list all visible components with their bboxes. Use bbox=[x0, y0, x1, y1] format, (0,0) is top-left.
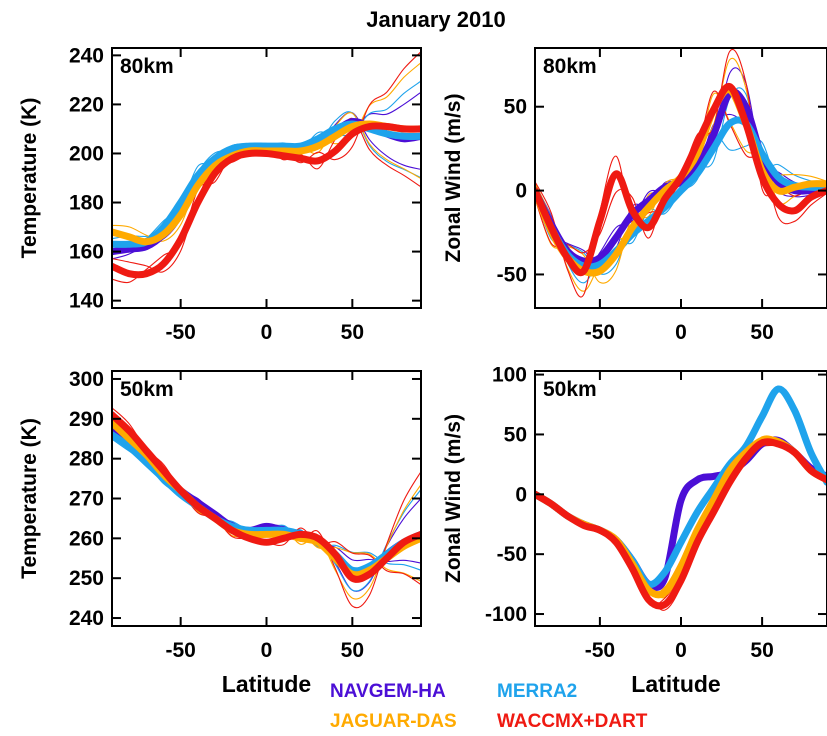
series-merra2-mean bbox=[112, 431, 421, 575]
series-merra2-mean bbox=[535, 385, 827, 588]
y-tick-label: 290 bbox=[69, 408, 104, 431]
x-tick-label: 50 bbox=[750, 639, 773, 662]
series-jaguar-das-mean bbox=[112, 419, 421, 579]
legend-entry-jaguar-das: JAGUAR-DAS bbox=[330, 711, 457, 732]
y-tick-label: 50 bbox=[504, 96, 527, 119]
y-tick-label: 200 bbox=[69, 142, 104, 165]
x-axis-label: Latitude bbox=[631, 671, 720, 697]
y-tick-label: 140 bbox=[69, 290, 104, 313]
plot-frame bbox=[111, 370, 422, 627]
y-tick-label: -100 bbox=[485, 603, 527, 626]
x-tick-label: 0 bbox=[261, 639, 273, 662]
panel-altitude-label: 80km bbox=[543, 55, 597, 78]
series-jaguar-das-member-2 bbox=[112, 427, 421, 582]
legend-entry-waccmx-dart: WACCMX+DART bbox=[497, 711, 648, 732]
panel-4: -50 0 50 -100 -50 0 50 100 50km Zonal Wind (m/s) L… bbox=[442, 364, 827, 697]
y-axis-label: Temperature (K) bbox=[18, 98, 41, 259]
y-tick-label: 240 bbox=[69, 607, 104, 630]
x-tick-label: -50 bbox=[165, 321, 195, 344]
series-waccmx-dart-mean bbox=[112, 122, 421, 279]
x-axis-label: Latitude bbox=[222, 671, 311, 697]
y-tick-label: 50 bbox=[504, 423, 527, 446]
y-tick-label: 280 bbox=[69, 448, 104, 471]
y-tick-label: 0 bbox=[515, 483, 527, 506]
x-tick-label: 0 bbox=[261, 321, 273, 344]
x-tick-label: 50 bbox=[750, 321, 773, 344]
legend-entry-navgem-ha: NAVGEM-HA bbox=[330, 681, 446, 702]
panel-altitude-label: 50km bbox=[120, 378, 174, 401]
y-axis-label: Temperature (K) bbox=[18, 418, 41, 579]
series-jaguar-das-mean bbox=[112, 120, 421, 246]
legend: NAVGEM-HA MERRA2 JAGUAR-DAS WACCMX+DART bbox=[330, 681, 648, 732]
x-tick-label: 0 bbox=[675, 639, 687, 662]
x-tick-label: -50 bbox=[165, 639, 195, 662]
y-tick-label: 300 bbox=[69, 368, 104, 391]
panel-2: -50 0 50 -50 0 50 80km Zonal Wind (m/s) bbox=[442, 47, 827, 344]
legend-entry-merra2: MERRA2 bbox=[497, 681, 577, 702]
series-waccmx-dart-mean bbox=[535, 83, 827, 277]
series-waccmx-dart-member-1 bbox=[112, 51, 421, 284]
panel-altitude-label: 80km bbox=[120, 55, 174, 78]
y-tick-label: 180 bbox=[69, 192, 104, 215]
x-tick-label: -50 bbox=[585, 321, 615, 344]
y-tick-label: -50 bbox=[497, 543, 527, 566]
series-waccmx-dart-mean bbox=[535, 438, 827, 610]
panel-3: -50 0 50 240 250 260 270 280 290 300 50km Temperatu… bbox=[18, 368, 422, 697]
y-axis-label: Zonal Wind (m/s) bbox=[442, 414, 465, 583]
y-tick-label: 260 bbox=[69, 527, 104, 550]
series-waccmx-dart-member-2 bbox=[112, 117, 421, 273]
series-merra2-member-1 bbox=[112, 80, 421, 254]
panel-altitude-label: 50km bbox=[543, 378, 597, 401]
y-tick-label: 270 bbox=[69, 488, 104, 511]
y-tick-label: -50 bbox=[497, 263, 527, 286]
x-tick-label: 0 bbox=[675, 321, 687, 344]
y-axis-label: Zonal Wind (m/s) bbox=[442, 94, 465, 263]
panel-1: -50 0 50 140 160 180 200 220 240 80km Temperature … bbox=[18, 44, 422, 344]
series-jaguar-das-mean bbox=[535, 435, 827, 599]
y-tick-label: 250 bbox=[69, 567, 104, 590]
y-tick-label: 240 bbox=[69, 44, 104, 67]
x-tick-label: 50 bbox=[341, 639, 364, 662]
y-tick-label: 0 bbox=[515, 180, 527, 203]
x-tick-label: 50 bbox=[341, 321, 364, 344]
y-tick-label: 160 bbox=[69, 241, 104, 264]
y-tick-label: 220 bbox=[69, 93, 104, 116]
series-waccmx-dart-mean bbox=[112, 411, 421, 583]
y-tick-label: 100 bbox=[492, 364, 527, 387]
series-merra2-member-2 bbox=[535, 389, 827, 583]
figure-title: January 2010 bbox=[366, 7, 505, 32]
series-navgem-ha-mean bbox=[112, 427, 421, 579]
series-merra2-member-1 bbox=[535, 386, 827, 588]
x-tick-label: -50 bbox=[585, 639, 615, 662]
